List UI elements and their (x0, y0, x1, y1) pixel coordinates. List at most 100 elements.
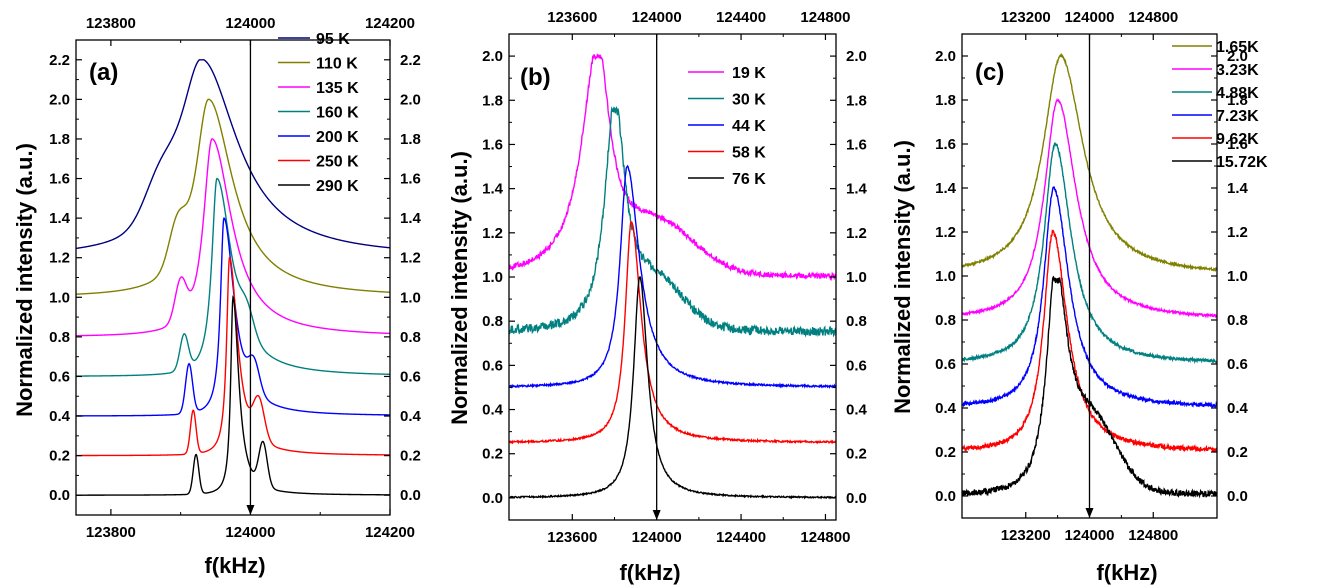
legend-label-c-0: 1.65K (1216, 39, 1259, 56)
legend-a: 95 K 110 K 135 K 160 K 200 K 250 K 290 K (278, 31, 359, 195)
legend-label-b-0: 19 K (732, 65, 766, 82)
y-axis-title-c: Normalized intensity (a.u.) (890, 140, 915, 414)
panel-b: (b) Normalized intensity (a.u.) f(kHz) 0… (447, 9, 868, 585)
y-tick-label-right-c: 1.2 (1227, 224, 1248, 241)
series-line-b-0 (509, 53, 836, 282)
legend-label-b-3: 58 K (732, 145, 766, 162)
series-line-a-4 (76, 216, 390, 417)
y-tick-label-left-a: 1.2 (49, 250, 70, 267)
y-tick-label-left-a: 0.4 (49, 408, 71, 425)
panel-label-b: (b) (520, 64, 551, 91)
y-tick-label-right-b: 0.2 (846, 446, 867, 463)
legend-label-c-4: 9.62K (1216, 131, 1259, 148)
legend-label-b-1: 30 K (732, 92, 766, 109)
y-tick-label-right-b: 2.0 (846, 48, 867, 65)
legend-label-c-3: 7.23K (1216, 108, 1259, 125)
y-tick-label-right-b: 1.6 (846, 136, 867, 153)
panel-label-c: (c) (975, 59, 1004, 86)
y-tick-label-right-c: 0.0 (1227, 488, 1248, 505)
x-tick-label-top-c: 123200 (1001, 9, 1051, 26)
x-tick-label-top-c: 124000 (1064, 9, 1114, 26)
panel-label-a: (a) (89, 59, 118, 86)
x-tick-label-top-b: 124800 (800, 9, 850, 26)
y-tick-label-left-b: 1.6 (482, 136, 503, 153)
legend-label-b-2: 44 K (732, 118, 766, 135)
y-tick-label-right-a: 0.6 (400, 368, 421, 385)
y-tick-label-right-a: 1.6 (400, 171, 421, 188)
x-tick-label-top-a: 124200 (365, 15, 415, 32)
x-tick-label-bottom-a: 123800 (86, 524, 136, 541)
y-tick-label-left-c: 1.6 (935, 136, 956, 153)
y-tick-label-left-b: 1.4 (482, 181, 504, 198)
y-tick-label-left-c: 1.4 (935, 180, 957, 197)
y-tick-label-left-a: 1.8 (49, 131, 70, 148)
y-tick-label-left-b: 0.8 (482, 313, 503, 330)
x-tick-label-top-a: 123800 (86, 15, 136, 32)
series-group-a (76, 59, 390, 496)
x-tick-label-bottom-c: 124800 (1128, 527, 1178, 544)
y-tick-label-right-c: 0.4 (1227, 400, 1249, 417)
x-tick-label-bottom-b: 123600 (547, 529, 597, 546)
y-tick-label-left-a: 2.2 (49, 52, 70, 69)
x-tick-label-top-b: 124400 (716, 9, 766, 26)
legend-c: 1.65K 3.23K 4.88K 7.23K 9.62K 15.72K (1172, 39, 1268, 171)
series-line-b-2 (509, 164, 836, 390)
y-tick-label-left-b: 2.0 (482, 48, 503, 65)
y-tick-label-right-c: 1.4 (1227, 180, 1249, 197)
series-group-b (509, 53, 836, 500)
y-tick-label-left-b: 0.4 (482, 402, 504, 419)
legend-label-a-3: 160 K (316, 105, 359, 122)
y-tick-label-right-c: 1.6 (1227, 136, 1248, 153)
x-axis-title-a: f(kHz) (204, 553, 265, 578)
y-tick-label-right-a: 1.8 (400, 131, 421, 148)
y-tick-label-right-a: 1.0 (400, 289, 421, 306)
y-tick-label-left-c: 0.4 (935, 400, 957, 417)
legend-label-a-1: 110 K (316, 56, 358, 73)
y-tick-label-left-c: 2.0 (935, 48, 956, 65)
y-tick-label-left-b: 1.0 (482, 269, 503, 286)
y-tick-label-right-c: 2.0 (1227, 48, 1248, 65)
legend-label-a-6: 290 K (316, 178, 359, 195)
y-tick-label-right-a: 2.0 (400, 91, 421, 108)
series-line-b-4 (509, 276, 836, 500)
y-tick-label-left-a: 2.0 (49, 91, 70, 108)
legend-label-a-0: 95 K (316, 31, 350, 48)
y-tick-label-left-a: 0.2 (49, 448, 70, 465)
series-line-a-5 (76, 257, 390, 457)
y-tick-label-right-c: 0.6 (1227, 356, 1248, 373)
x-tick-label-bottom-b: 124400 (716, 529, 766, 546)
series-line-a-1 (76, 98, 390, 295)
y-tick-label-left-c: 0.0 (935, 488, 956, 505)
x-tick-label-top-b: 123600 (547, 9, 597, 26)
x-tick-label-top-b: 124000 (632, 9, 682, 26)
legend-b: 19 K 30 K 44 K 58 K 76 K (688, 65, 766, 188)
y-tick-label-left-c: 0.8 (935, 312, 956, 329)
series-line-b-3 (509, 220, 836, 445)
y-tick-label-left-a: 1.4 (49, 210, 71, 227)
x-tick-label-top-a: 124000 (225, 15, 275, 32)
x-tick-label-bottom-b: 124800 (800, 529, 850, 546)
series-line-a-6 (76, 294, 390, 496)
series-line-a-3 (76, 177, 390, 377)
y-tick-label-right-b: 1.8 (846, 92, 867, 109)
y-tick-label-right-c: 0.2 (1227, 444, 1248, 461)
y-tick-label-left-b: 1.2 (482, 225, 503, 242)
x-axis-title-c: f(kHz) (1096, 560, 1157, 585)
y-tick-label-left-a: 1.6 (49, 171, 70, 188)
x-tick-label-bottom-c: 123200 (1001, 527, 1051, 544)
y-tick-label-right-a: 1.2 (400, 250, 421, 267)
y-tick-label-left-b: 0.6 (482, 357, 503, 374)
y-tick-label-right-a: 0.8 (400, 329, 421, 346)
y-tick-label-left-a: 0.8 (49, 329, 70, 346)
y-tick-label-left-b: 0.2 (482, 446, 503, 463)
y-tick-label-left-b: 1.8 (482, 92, 503, 109)
y-tick-label-right-a: 0.2 (400, 448, 421, 465)
y-tick-label-left-a: 0.6 (49, 368, 70, 385)
y-tick-label-right-a: 0.4 (400, 408, 422, 425)
legend-label-c-5: 15.72K (1216, 154, 1268, 171)
y-tick-label-right-a: 1.4 (400, 210, 422, 227)
y-tick-label-right-b: 0.0 (846, 490, 867, 507)
y-tick-label-left-c: 0.2 (935, 444, 956, 461)
y-tick-label-left-c: 1.0 (935, 268, 956, 285)
